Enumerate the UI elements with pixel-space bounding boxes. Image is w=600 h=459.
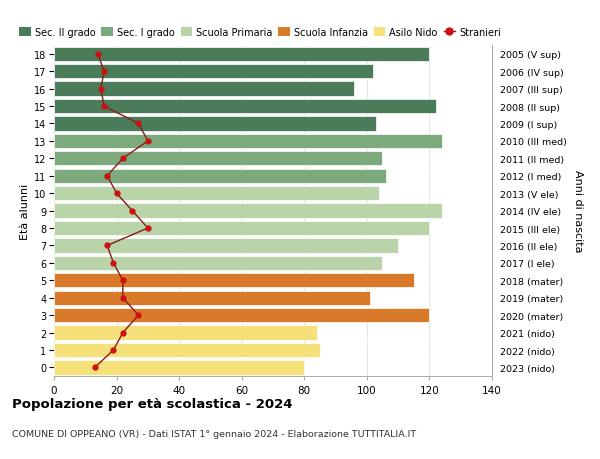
Y-axis label: Età alunni: Età alunni: [20, 183, 30, 239]
Bar: [54, 221, 430, 235]
Bar: [54, 274, 414, 288]
Bar: [54, 65, 373, 79]
Bar: [54, 343, 320, 358]
Bar: [54, 117, 376, 131]
Text: COMUNE DI OPPEANO (VR) - Dati ISTAT 1° gennaio 2024 - Elaborazione TUTTITALIA.IT: COMUNE DI OPPEANO (VR) - Dati ISTAT 1° g…: [12, 429, 416, 438]
Text: Popolazione per età scolastica - 2024: Popolazione per età scolastica - 2024: [12, 397, 293, 410]
Bar: [54, 204, 442, 218]
Bar: [54, 291, 370, 305]
Bar: [54, 361, 304, 375]
Bar: [54, 47, 430, 62]
Bar: [54, 82, 355, 96]
Bar: [54, 326, 317, 340]
Legend: Sec. II grado, Sec. I grado, Scuola Primaria, Scuola Infanzia, Asilo Nido, Stran: Sec. II grado, Sec. I grado, Scuola Prim…: [19, 28, 501, 38]
Bar: [54, 308, 430, 323]
Y-axis label: Anni di nascita: Anni di nascita: [573, 170, 583, 252]
Bar: [54, 134, 442, 149]
Bar: [54, 100, 436, 114]
Bar: [54, 256, 383, 270]
Bar: [54, 152, 383, 166]
Bar: [54, 169, 386, 184]
Bar: [54, 239, 398, 253]
Bar: [54, 187, 379, 201]
